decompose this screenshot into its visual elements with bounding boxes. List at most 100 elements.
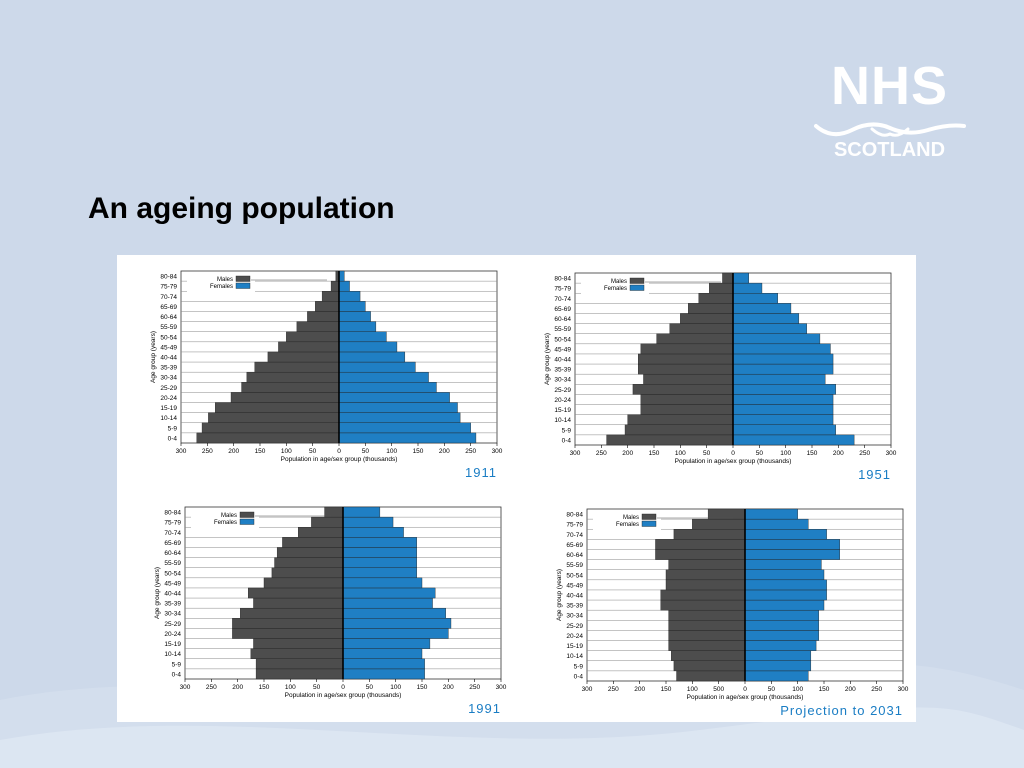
bar-males — [660, 589, 746, 601]
bar-females — [338, 341, 398, 353]
bar-females — [342, 668, 425, 680]
x-tick-label: 200 — [634, 686, 645, 693]
bar-females — [744, 650, 812, 661]
x-tick-label: 200 — [232, 684, 243, 691]
bar-females — [744, 579, 827, 591]
x-tick-label: 200 — [443, 684, 454, 691]
category-label: 25-29 — [566, 623, 583, 630]
bar-males — [707, 508, 746, 520]
bar-females — [342, 547, 417, 558]
x-axis-label: Population in age/sex group (thousands) — [675, 458, 792, 465]
bar-males — [240, 607, 344, 619]
bar-females — [744, 609, 819, 621]
category-label: 15-19 — [160, 405, 177, 412]
category-label: 35-39 — [554, 367, 571, 374]
bar-males — [673, 660, 746, 672]
bar-females — [338, 361, 416, 373]
y-axis-label: Age group (years) — [544, 333, 551, 385]
bar-females — [338, 402, 458, 413]
category-label: 55-59 — [160, 324, 177, 331]
bar-males — [669, 323, 734, 334]
bar-females — [342, 577, 423, 589]
bar-males — [640, 404, 734, 415]
bar-females — [744, 539, 841, 550]
bar-females — [338, 382, 437, 393]
bar-females — [342, 567, 417, 579]
bar-females — [338, 412, 461, 423]
bar-females — [744, 518, 809, 530]
bar-males — [698, 293, 734, 304]
x-tick-label: 200 — [622, 450, 633, 457]
bar-males — [668, 630, 746, 641]
bar-males — [311, 516, 344, 528]
x-tick-label: 100 — [281, 448, 292, 455]
x-tick-label: 100 — [675, 450, 686, 457]
bar-females — [338, 331, 387, 343]
category-label: 70-74 — [554, 296, 571, 303]
x-tick-label: 100 — [390, 684, 401, 691]
x-tick-label: 250 — [871, 686, 882, 693]
x-tick-label: 300 — [492, 448, 503, 455]
bar-males — [676, 670, 746, 682]
bar-males — [627, 414, 734, 425]
bar-males — [253, 638, 344, 649]
logo-waves-icon — [814, 122, 966, 137]
bar-males — [640, 343, 734, 355]
x-tick-label: 150 — [819, 686, 830, 693]
x-tick-label: 0 — [337, 448, 341, 455]
legend-label-males: Males — [217, 277, 233, 283]
legend-swatch-males — [641, 513, 657, 520]
bar-males — [232, 628, 344, 639]
category-label: 10-14 — [566, 653, 583, 660]
bar-males — [247, 587, 344, 599]
pyramid-chart-1991: 0-4 5-9 10-14 15-19 20-24 25-29 30-34 35-39 40-4… — [154, 506, 507, 716]
legend-swatch-females — [641, 520, 657, 527]
bar-females — [744, 670, 809, 682]
category-label: 80-84 — [554, 276, 571, 283]
x-tick-label: 150 — [259, 684, 270, 691]
category-label: 5-9 — [574, 663, 584, 670]
x-tick-label: 150 — [413, 448, 424, 455]
bar-males — [215, 402, 340, 413]
x-tick-label: 200 — [845, 686, 856, 693]
category-label: 75-79 — [164, 520, 181, 527]
bar-females — [744, 620, 819, 631]
category-label: 25-29 — [554, 387, 571, 394]
category-label: 80-84 — [160, 274, 177, 281]
x-tick-label: 50 — [768, 686, 776, 693]
legend-swatch-males — [235, 275, 251, 282]
bar-females — [732, 384, 836, 395]
bar-females — [732, 313, 800, 324]
nhs-scotland-logo: NHS SCOTLAND — [812, 56, 972, 168]
bar-males — [606, 434, 734, 446]
bar-males — [276, 547, 344, 558]
bar-males — [255, 668, 344, 680]
legend-label-males: Males — [221, 513, 237, 519]
x-tick-label: 50 — [703, 450, 711, 457]
bar-males — [230, 392, 340, 403]
category-label: 35-39 — [164, 601, 181, 608]
bar-males — [307, 311, 340, 322]
category-label: 10-14 — [554, 417, 571, 424]
category-label: 30-34 — [164, 611, 181, 618]
bar-females — [342, 506, 381, 518]
category-label: 40-44 — [160, 355, 177, 362]
category-label: 65-69 — [554, 306, 571, 313]
bar-females — [338, 351, 406, 363]
bar-males — [321, 291, 340, 302]
x-tick-label: 100 — [386, 448, 397, 455]
chart-caption: Projection to 2031 — [780, 703, 903, 718]
bar-females — [338, 432, 477, 444]
logo-subtitle: SCOTLAND — [833, 139, 946, 161]
bar-females — [744, 508, 798, 520]
bar-males — [232, 618, 344, 629]
x-tick-label: 500 — [713, 686, 724, 693]
category-label: 45-49 — [566, 582, 583, 589]
x-axis-label: Population in age/sex group (thousands) — [281, 456, 398, 463]
bar-females — [732, 363, 834, 375]
category-label: 20-24 — [554, 397, 571, 404]
category-label: 75-79 — [554, 286, 571, 293]
x-tick-label: 150 — [417, 684, 428, 691]
bar-females — [732, 323, 807, 334]
x-tick-label: 50 — [366, 684, 374, 691]
